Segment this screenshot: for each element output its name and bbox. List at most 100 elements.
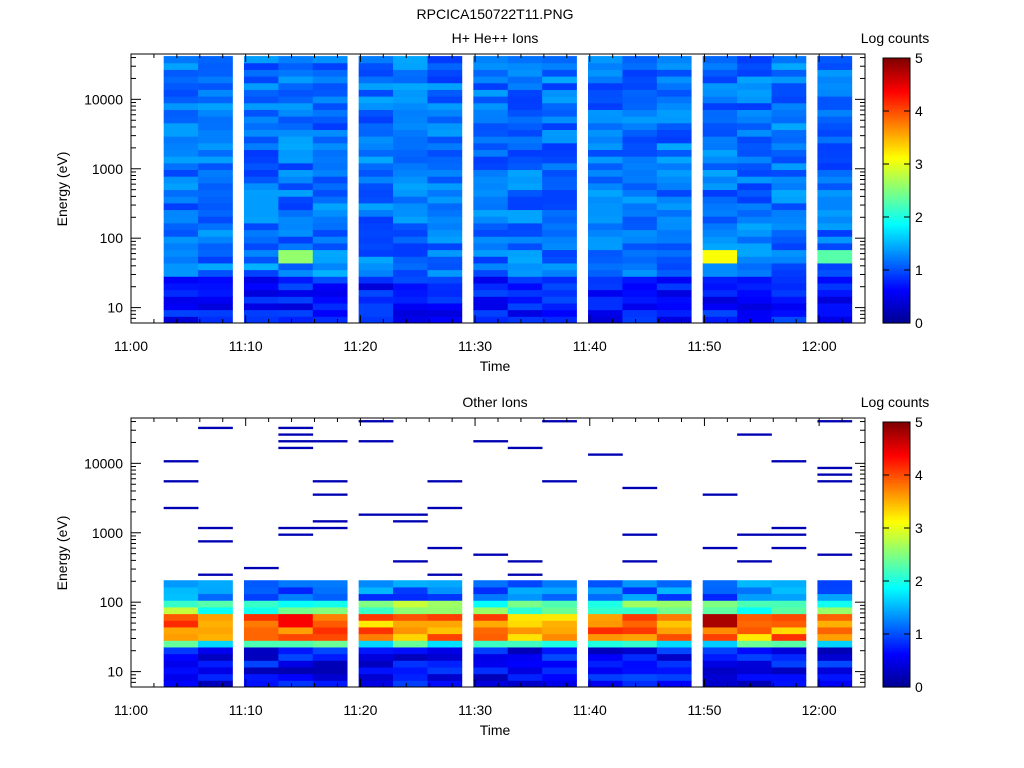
colorbar-tick-label: 0 [915, 679, 923, 695]
heatmap-cell [622, 600, 658, 608]
heatmap-cell [163, 129, 199, 137]
heatmap-cell [656, 600, 692, 608]
heatmap-cell [473, 229, 509, 237]
heatmap-cell [542, 109, 577, 117]
heatmap-cell [702, 156, 738, 164]
heatmap-cell [393, 276, 428, 284]
heatmap-cell [393, 289, 428, 297]
heatmap-cell [702, 229, 738, 237]
heatmap-cell [198, 600, 233, 608]
colorbar-swatch [883, 528, 910, 531]
heatmap-cell [358, 256, 394, 264]
heatmap-cell [507, 162, 543, 171]
x-tick-label: 11:50 [687, 338, 721, 354]
heatmap-cell [507, 236, 543, 244]
colorbar-swatch [883, 530, 910, 534]
heatmap-cell [358, 296, 394, 304]
colorbar-swatch [883, 150, 910, 154]
heatmap-cell [393, 169, 428, 177]
heatmap-cell [473, 633, 509, 641]
heatmap-cell [427, 613, 463, 621]
heatmap-cell [243, 122, 279, 130]
heatmap-cell [771, 640, 807, 648]
heatmap-cell [817, 269, 853, 277]
heatmap-cell [473, 162, 509, 171]
heatmap-cell [393, 316, 428, 324]
heatmap-cell [393, 136, 428, 144]
heatmap-cell [312, 580, 348, 588]
heatmap-cell [771, 620, 807, 628]
heatmap-cell [588, 69, 623, 77]
heatmap-cell [737, 162, 772, 171]
colorbar-swatch [883, 497, 910, 500]
heatmap-cell [358, 69, 394, 77]
heatmap-cell [243, 256, 279, 264]
heatmap-cell [507, 156, 543, 164]
colorbar-swatch [883, 175, 910, 178]
colorbar-swatch [883, 228, 910, 231]
heatmap-cell [198, 229, 233, 237]
heatmap-cell [198, 122, 233, 130]
heatmap-cell [198, 169, 233, 177]
heatmap-cell [817, 309, 853, 317]
heatmap-cell [163, 76, 199, 84]
heatmap-cell [588, 96, 623, 104]
heatmap-cell [358, 626, 394, 635]
colorbar-swatch [883, 472, 910, 476]
colorbar-swatch [883, 250, 910, 253]
heatmap-cell [817, 142, 853, 151]
heatmap-cell [588, 202, 623, 211]
heatmap-cell [507, 640, 543, 648]
heatmap-cell [542, 182, 577, 191]
heatmap-cell [473, 309, 509, 317]
heatmap-cell [656, 249, 692, 257]
y-tick-label: 100 [100, 230, 124, 246]
heatmap-cell [737, 309, 772, 317]
heatmap-cell [771, 249, 807, 257]
heatmap-cell [702, 249, 738, 257]
heatmap-cell [243, 182, 279, 191]
heatmap-cell [393, 302, 428, 311]
heatmap-cell [473, 660, 509, 668]
heatmap-cell [542, 69, 577, 77]
heatmap-cell [507, 182, 543, 191]
colorbar-swatch [883, 503, 910, 507]
heatmap-cell [427, 122, 463, 130]
heatmap-cell [358, 242, 394, 251]
heatmap-cell [163, 460, 199, 463]
heatmap-cell [771, 202, 807, 211]
heatmap-cell [622, 162, 658, 171]
heatmap-cell [312, 493, 348, 496]
heatmap-cell [507, 289, 543, 297]
colorbar-swatch [883, 662, 910, 666]
colorbar-swatch [883, 113, 910, 117]
heatmap-cell [542, 640, 577, 648]
heatmap-cell [771, 680, 807, 688]
heatmap-cell [312, 56, 348, 64]
heatmap-cell [771, 242, 807, 251]
colorbar-swatch [883, 556, 910, 560]
heatmap-cell [507, 176, 543, 184]
heatmap-cell [312, 276, 348, 284]
heatmap-cell [427, 296, 463, 304]
colorbar-swatch [883, 532, 910, 536]
heatmap-cell [771, 533, 807, 536]
heatmap-cell [358, 122, 394, 130]
heatmap-cell [312, 236, 348, 244]
heatmap-cell [243, 633, 279, 641]
colorbar-swatch [883, 296, 910, 300]
panel-title: Other Ions [462, 394, 527, 410]
colorbar-swatch [883, 190, 910, 194]
colorbar-swatch [883, 622, 910, 626]
x-tick-label: 11:10 [229, 702, 263, 718]
heatmap-cell [473, 69, 509, 77]
colorbar-swatch [883, 159, 910, 163]
heatmap-cell [771, 256, 807, 264]
colorbar-swatch [883, 247, 910, 251]
heatmap-cell [817, 249, 853, 257]
heatmap-cell [358, 89, 394, 97]
heatmap-cell [702, 620, 738, 628]
heatmap-cell [473, 62, 509, 70]
heatmap-cell [427, 242, 463, 251]
heatmap-cell [622, 653, 658, 661]
